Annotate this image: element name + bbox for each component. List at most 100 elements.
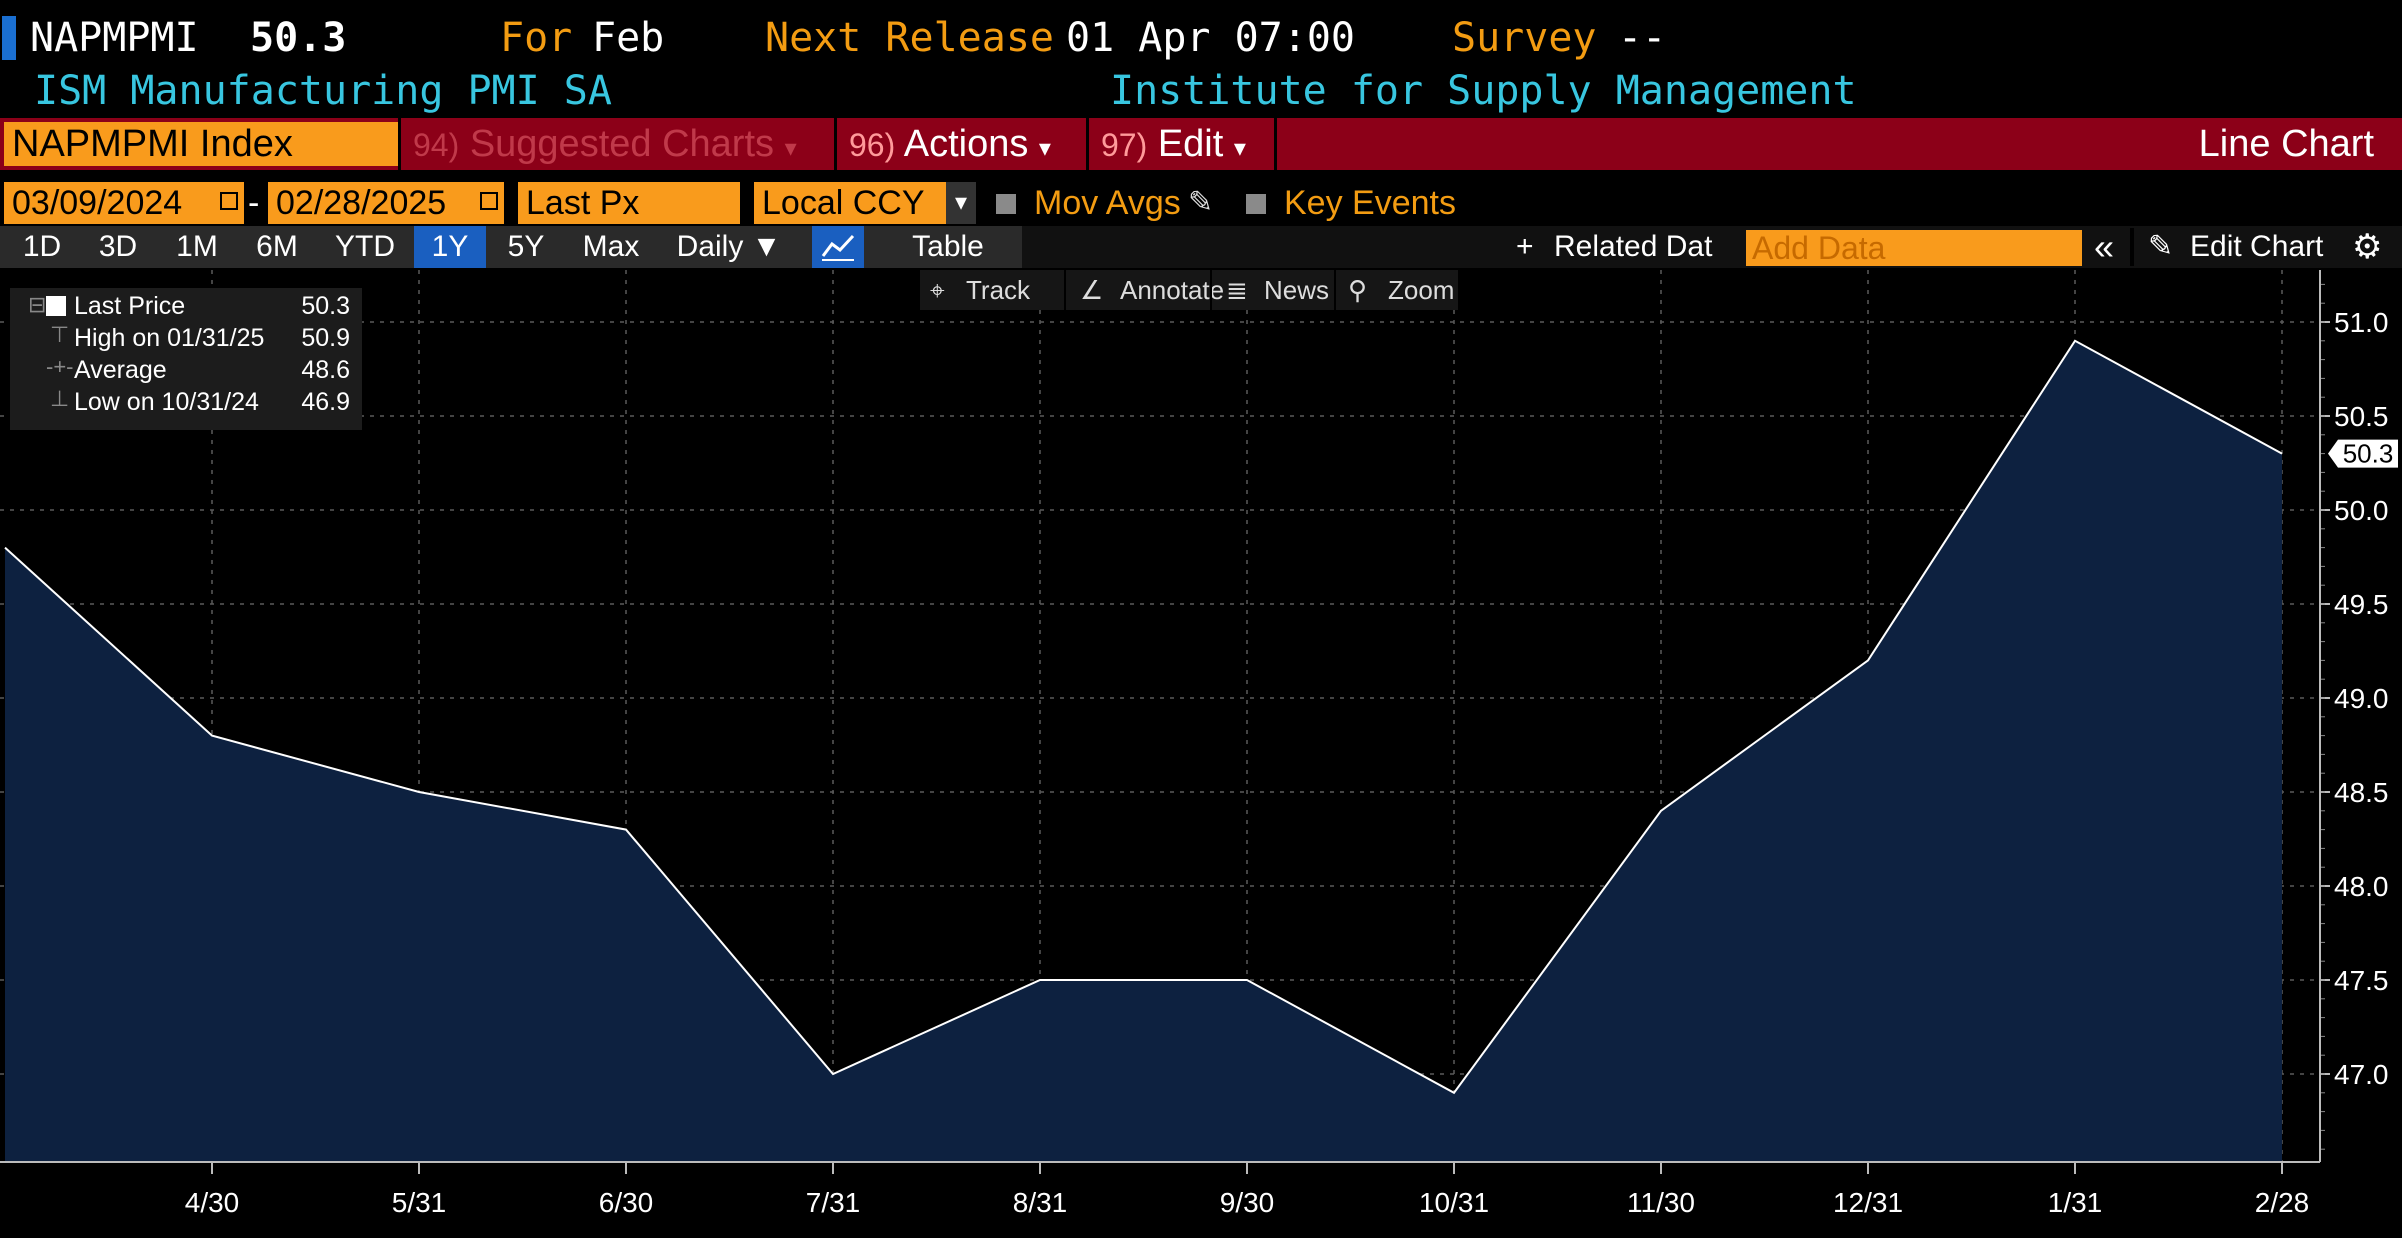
x-tick-label: 8/31: [1013, 1187, 1068, 1218]
divider: [2130, 228, 2134, 266]
security-input[interactable]: NAPMPMI Index: [4, 122, 398, 166]
survey-value: --: [1618, 15, 1667, 61]
suggested-label: Suggested Charts: [469, 123, 774, 165]
actions-button[interactable]: 96) Actions ▾: [834, 118, 1086, 170]
next-release-label: Next Release: [765, 15, 1054, 61]
x-tick-label: 2/28: [2255, 1187, 2310, 1218]
security-description: ISM Manufacturing PMI SA Institute for S…: [0, 66, 2402, 116]
end-date-value: 02/28/2025: [276, 184, 447, 222]
security-name: ISM Manufacturing PMI SA: [34, 68, 612, 114]
tab-max[interactable]: Max: [582, 230, 640, 263]
divider: [1064, 270, 1066, 310]
x-tick-label: 10/31: [1419, 1187, 1489, 1218]
pencil-icon: ✎: [2148, 230, 2174, 263]
tab-5y[interactable]: 5Y: [507, 230, 545, 263]
collapse-double-chevron-icon[interactable]: «: [2094, 226, 2115, 267]
table-button[interactable]: Table: [912, 230, 984, 263]
line-chart[interactable]: 4/30 5/31 6/30 7/31 8/31 9/30 10/31 11/30 12/31 1…: [0, 268, 2402, 1238]
chevron-down-icon: ▾: [784, 135, 797, 162]
crosshair-icon: ⌖: [930, 275, 945, 305]
edit-button[interactable]: 97) Edit ▾: [1086, 118, 1274, 170]
calendar-icon[interactable]: [480, 192, 498, 210]
legend-value: 50.3: [301, 292, 350, 320]
x-tick-label: 1/31: [2048, 1187, 2103, 1218]
calendar-icon[interactable]: [220, 192, 238, 210]
legend-label: Last Price: [74, 292, 186, 320]
annotate-button[interactable]: Annotate: [1120, 275, 1225, 305]
frequency-select[interactable]: Daily ▼: [676, 230, 782, 263]
start-date-field[interactable]: 03/09/2024: [4, 182, 244, 224]
period-tabs-row: 1D 3D 1M 6M YTD 1Y 5Y Max Daily ▼ Table …: [0, 226, 2402, 268]
date-separator: -: [248, 184, 260, 222]
survey-label: Survey: [1452, 15, 1597, 61]
x-tick-label: 5/31: [392, 1187, 447, 1218]
high-icon: ⊤: [50, 322, 70, 347]
divider: [1274, 118, 1277, 170]
last-value-marker: 50.3: [2328, 439, 2398, 469]
divider: [1210, 270, 1212, 310]
last-price: 50.3: [250, 15, 347, 61]
y-tick-label: 47.5: [2334, 965, 2389, 996]
tab-1y[interactable]: 1Y: [414, 226, 486, 268]
edit-label: Edit: [1157, 123, 1224, 165]
zoom-button[interactable]: Zoom: [1388, 275, 1455, 305]
legend-label: High on 01/31/25: [74, 324, 265, 352]
legend-high[interactable]: High on 01/31/25 50.9: [74, 322, 364, 354]
y-tick-label: 49.0: [2334, 683, 2389, 714]
pencil-icon: ∠: [1080, 275, 1104, 305]
options-row: 03/09/2024 - 02/28/2025 Last Px Local CC…: [0, 182, 2402, 226]
related-data-button[interactable]: Related Dat: [1554, 230, 1713, 263]
y-tick-label: 51.0: [2334, 307, 2389, 338]
news-button[interactable]: News: [1264, 275, 1330, 305]
legend-label: Average: [74, 356, 167, 384]
tab-ytd[interactable]: YTD: [335, 230, 395, 263]
mov-avgs-label: Mov Avgs: [1034, 184, 1181, 222]
legend-value: 48.6: [301, 356, 350, 384]
edit-chart-button[interactable]: Edit Chart: [2190, 230, 2324, 263]
line-chart-icon[interactable]: [812, 226, 864, 268]
plus-icon: +: [1516, 230, 1534, 263]
mov-avgs-checkbox[interactable]: [996, 194, 1016, 214]
key-events-checkbox[interactable]: [1246, 194, 1266, 214]
x-tick-label: 12/31: [1833, 1187, 1903, 1218]
price-line: [4, 339, 2283, 1095]
legend-average[interactable]: Average 48.6: [74, 354, 364, 386]
suggested-charts-button[interactable]: 94) Suggested Charts ▾: [398, 118, 834, 170]
chart-legend: ⊟ Last Price 50.3 ⊤ High on 01/31/25 50.…: [10, 288, 362, 430]
tab-6m[interactable]: 6M: [256, 230, 298, 263]
legend-value: 46.9: [301, 388, 350, 416]
x-tick-label: 4/30: [185, 1187, 240, 1218]
last-value-label: 50.3: [2343, 439, 2394, 469]
collapse-icon[interactable]: ⊟: [28, 292, 47, 317]
x-tick-label: 7/31: [806, 1187, 861, 1218]
chart-type-label[interactable]: Line Chart: [2198, 123, 2374, 165]
chevron-down-icon[interactable]: ▾: [946, 182, 976, 224]
legend-last-price[interactable]: Last Price 50.3: [74, 290, 364, 322]
actions-number: 96): [849, 127, 896, 163]
track-button[interactable]: Track: [966, 275, 1031, 305]
field-select[interactable]: Last Px: [518, 182, 740, 224]
chevron-down-icon: ▾: [1233, 135, 1246, 162]
legend-label: Low on 10/31/24: [74, 388, 259, 416]
tab-3d[interactable]: 3D: [98, 230, 138, 263]
for-label: For: [500, 15, 573, 61]
y-tick-label: 48.0: [2334, 871, 2389, 902]
pencil-icon[interactable]: ✎: [1188, 186, 1214, 219]
ticker-symbol: NAPMPMI: [30, 15, 199, 61]
add-data-input[interactable]: Add Data: [1746, 230, 2082, 266]
news-icon: ≣: [1226, 275, 1248, 305]
start-date-value: 03/09/2024: [12, 184, 183, 222]
key-events-label: Key Events: [1284, 184, 1456, 222]
tab-1m[interactable]: 1M: [176, 230, 218, 263]
x-tick-label: 9/30: [1220, 1187, 1275, 1218]
tab-1d[interactable]: 1D: [22, 230, 62, 263]
gear-icon[interactable]: ⚙: [2352, 228, 2383, 266]
end-date-field[interactable]: 02/28/2025: [268, 182, 504, 224]
legend-value: 50.9: [301, 324, 350, 352]
currency-select[interactable]: Local CCY ▾: [754, 182, 976, 224]
chevron-down-icon: ▾: [1038, 135, 1051, 162]
ticker-marker: [2, 16, 16, 60]
low-icon: ⊥: [50, 386, 70, 411]
legend-low[interactable]: Low on 10/31/24 46.9: [74, 386, 364, 418]
price-area-fill: [5, 340, 2282, 1162]
